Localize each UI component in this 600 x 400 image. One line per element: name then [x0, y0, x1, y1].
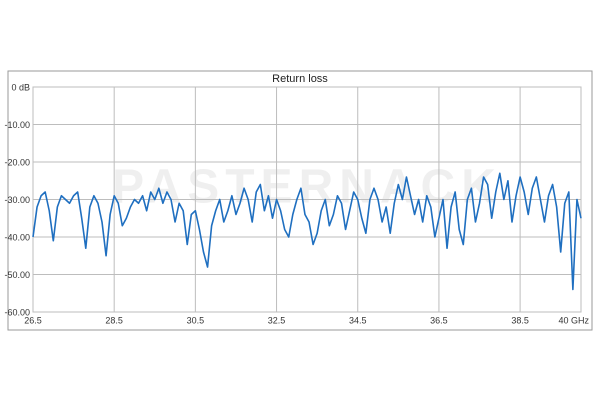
- data-line: [32, 172, 582, 291]
- x-tick-label: 40 GHz: [558, 315, 589, 325]
- y-tick-label: -20.00: [4, 157, 30, 167]
- y-tick-label: -50.00: [4, 270, 30, 280]
- x-tick-label: 36.5: [430, 315, 448, 325]
- y-tick-label: -60.00: [4, 307, 30, 317]
- y-tick-label: -10.00: [4, 120, 30, 130]
- y-tick-label: 0 dB: [11, 82, 30, 92]
- x-tick-label: 32.5: [268, 315, 286, 325]
- x-tick-label: 38.5: [511, 315, 529, 325]
- y-tick-label: -30.00: [4, 195, 30, 205]
- x-tick-label: 34.5: [349, 315, 367, 325]
- y-tick-label: -40.00: [4, 232, 30, 242]
- x-tick-label: 28.5: [105, 315, 123, 325]
- x-tick-label: 26.5: [24, 315, 42, 325]
- chart-title: Return loss: [272, 73, 328, 85]
- x-tick-label: 30.5: [187, 315, 205, 325]
